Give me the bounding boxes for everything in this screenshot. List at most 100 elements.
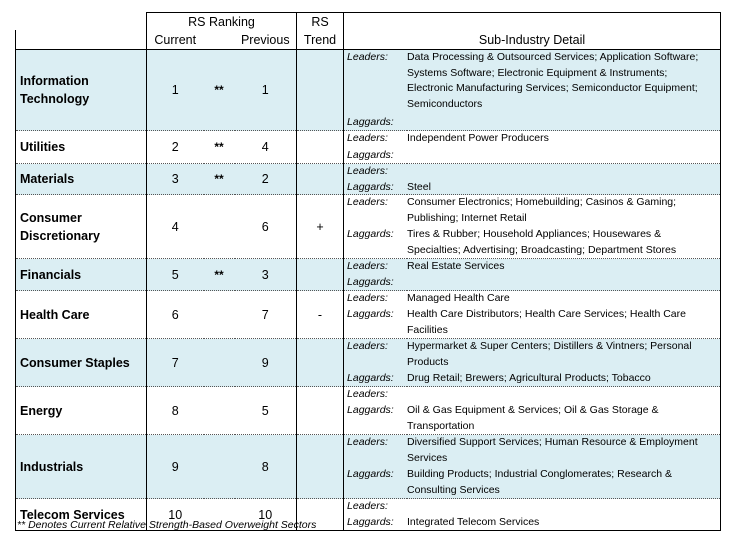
rs-trend xyxy=(296,434,345,499)
previous-rank: 6 xyxy=(234,194,298,259)
overweight-marker: ** xyxy=(203,163,235,195)
table-row: Materials 3 ** 2 Leaders: Laggards: Steel xyxy=(15,163,722,196)
previous-rank: 1 xyxy=(234,49,298,131)
laggards-line-text: Steel xyxy=(407,180,431,193)
trend-header: Trend xyxy=(296,30,345,50)
sector-name: Energy xyxy=(15,386,147,435)
leaders-line-text: Data Processing & Outsourced Services; A… xyxy=(407,51,699,110)
leaders-line: Leaders: Hypermarket & Super Centers; Dis… xyxy=(344,339,720,370)
laggards-line: Laggards: Building Products; Industrial C… xyxy=(344,467,720,498)
sub-industry-detail: Leaders: Hypermarket & Super Centers; Dis… xyxy=(343,338,722,387)
overweight-marker xyxy=(203,386,235,435)
laggards-line: Laggards: xyxy=(344,115,720,131)
sub-industry-detail: Leaders: Laggards: Integrated Telecom Serv… xyxy=(343,498,722,531)
current-rank: 7 xyxy=(146,338,204,387)
sub-industry-detail: Leaders: Laggards: Steel xyxy=(343,163,722,196)
leaders-line-text xyxy=(407,387,720,403)
previous-rank: 2 xyxy=(234,163,298,195)
laggards-line: Laggards: Steel xyxy=(344,180,720,196)
laggards-line-label: Laggards: xyxy=(347,515,394,528)
previous-header: Previous xyxy=(234,30,297,50)
sub-industry-detail: Leaders: Consumer Electronics; Homebuildi… xyxy=(343,194,722,259)
sub-industry-detail: Leaders: Managed Health Care Laggards: Heal… xyxy=(343,290,722,339)
current-rank: 3 xyxy=(146,163,204,195)
leaders-line: Leaders: xyxy=(344,164,720,180)
leaders-line-text: Diversified Support Services; Human Reso… xyxy=(407,436,698,464)
sector-name: Telecom Services xyxy=(15,498,147,531)
overweight-marker: ** xyxy=(203,49,235,131)
laggards-line: Laggards: Oil & Gas Equipment & Services;… xyxy=(344,403,720,434)
overweight-marker xyxy=(203,194,235,259)
table-row: Energy 8 5 Leaders: Laggards: Oil & Gas Equip… xyxy=(15,386,722,435)
leaders-line-text: Real Estate Services xyxy=(407,260,505,272)
laggards-line-label: Laggards: xyxy=(347,468,394,480)
rs-ranking-header: RS Ranking xyxy=(145,12,297,30)
laggards-line-label: Laggards: xyxy=(347,404,394,416)
overweight-marker: ** xyxy=(203,130,235,164)
laggards-line: Laggards: Integrated Telecom Services xyxy=(344,515,720,531)
leaders-line-label: Leaders: xyxy=(347,292,388,304)
leaders-line: Leaders: Independent Power Producers xyxy=(344,131,720,147)
sector-name: Consumer Staples xyxy=(15,338,147,387)
rs-trend: + xyxy=(296,194,345,259)
overweight-marker xyxy=(203,434,235,499)
leaders-line-label: Leaders: xyxy=(347,260,388,272)
current-rank: 4 xyxy=(146,194,204,259)
sub-industry-detail: Leaders: Independent Power Producers Lagga… xyxy=(343,130,722,164)
leaders-line-label: Leaders: xyxy=(347,132,388,144)
previous-rank: 9 xyxy=(234,338,298,387)
previous-rank: 5 xyxy=(234,386,298,435)
leaders-line-text xyxy=(407,164,720,180)
current-rank: 5 xyxy=(146,258,204,291)
leaders-line: Leaders: Real Estate Services xyxy=(344,259,720,275)
previous-rank: 10 xyxy=(234,498,298,531)
leaders-line: Leaders: xyxy=(344,387,720,403)
sector-name: Utilities xyxy=(15,130,147,164)
leaders-line-label: Leaders: xyxy=(347,436,388,448)
leaders-line-label: Leaders: xyxy=(347,340,388,352)
laggards-line-label: Laggards: xyxy=(347,180,394,193)
table-row: Telecom Services 10 10 Leaders: Laggards: Int… xyxy=(15,498,722,531)
sector-ranking-table: RS Ranking RS Current Previous Trend Sub… xyxy=(15,12,722,531)
rs-trend xyxy=(296,49,345,131)
overweight-marker xyxy=(203,338,235,387)
leaders-line: Leaders: Consumer Electronics; Homebuildi… xyxy=(344,195,720,226)
previous-rank: 4 xyxy=(234,130,298,164)
leaders-line-text: Consumer Electronics; Homebuilding; Casi… xyxy=(407,196,677,224)
laggards-line: Laggards: Health Care Distributors; Healt… xyxy=(344,307,720,338)
leaders-line-text: Managed Health Care xyxy=(407,292,510,304)
previous-rank: 7 xyxy=(234,290,298,339)
table-row: Consumer Staples 7 9 Leaders: Hypermarket & … xyxy=(15,338,722,387)
leaders-line: Leaders: Diversified Support Services; Hu… xyxy=(344,435,720,466)
sector-name: Financials xyxy=(15,258,147,291)
leaders-line-text: Hypermarket & Super Centers; Distillers … xyxy=(407,340,692,368)
rs-trend xyxy=(296,498,345,531)
current-rank: 8 xyxy=(146,386,204,435)
rs-trend xyxy=(296,163,345,195)
rs-trend: - xyxy=(296,290,345,339)
overweight-marker xyxy=(203,498,235,531)
sub-industry-detail: Leaders: Diversified Support Services; Hu… xyxy=(343,434,722,499)
sector-name: Health Care xyxy=(15,290,147,339)
rs-trend xyxy=(296,386,345,435)
laggards-line-label: Laggards: xyxy=(347,148,394,161)
laggards-line-text xyxy=(407,115,720,131)
table-row: Information Technology 1 ** 1 Leaders: Data P… xyxy=(15,49,722,131)
laggards-line-text xyxy=(407,275,720,291)
leaders-line-label: Leaders: xyxy=(347,165,388,177)
current-rank: 1 xyxy=(146,49,204,131)
current-rank: 2 xyxy=(146,130,204,164)
laggards-line-text: Tires & Rubber; Household Appliances; Ho… xyxy=(407,228,677,256)
laggards-line-text: Drug Retail; Brewers; Agricultural Produ… xyxy=(407,371,651,384)
sector-name: Materials xyxy=(15,163,147,195)
laggards-line-label: Laggards: xyxy=(347,228,394,240)
laggards-line-label: Laggards: xyxy=(347,371,394,384)
leaders-line: Leaders: Data Processing & Outsourced Ser… xyxy=(344,50,720,112)
leaders-line-text: Independent Power Producers xyxy=(407,132,549,144)
sector-name: Information Technology xyxy=(15,49,147,131)
leaders-line-label: Leaders: xyxy=(347,500,388,512)
laggards-line-text: Integrated Telecom Services xyxy=(407,515,540,528)
previous-rank: 8 xyxy=(234,434,298,499)
laggards-line: Laggards: Drug Retail; Brewers; Agricultu… xyxy=(344,371,720,387)
table-row: Utilities 2 ** 4 Leaders: Independent Power P… xyxy=(15,130,722,164)
